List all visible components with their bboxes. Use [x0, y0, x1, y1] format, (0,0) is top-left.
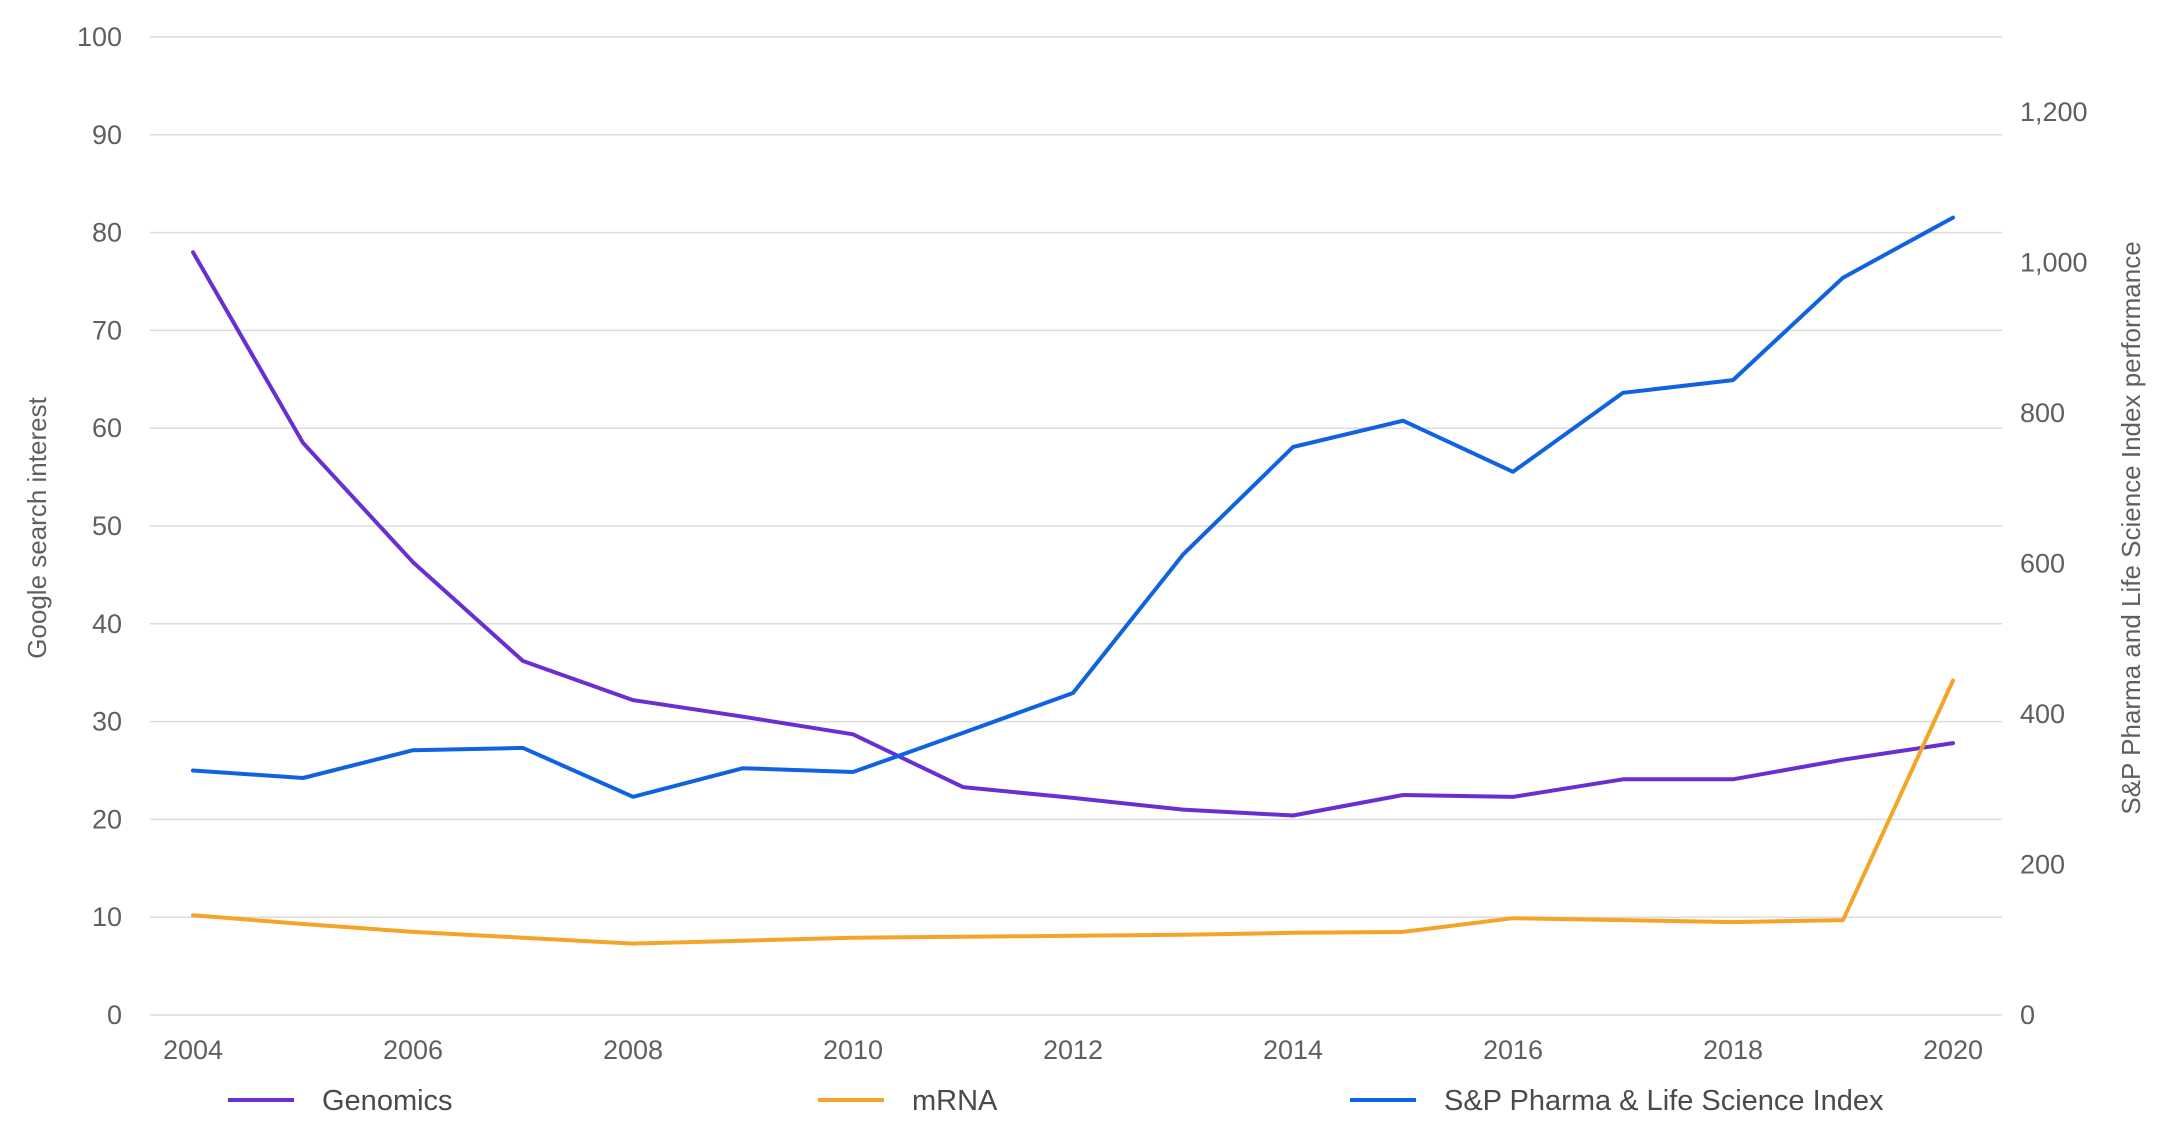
y-tick-label: 70 — [92, 315, 122, 345]
series-line-s-p-pharma-life-science-index — [191, 215, 1955, 799]
y2-tick-label: 800 — [2020, 398, 2065, 428]
legend-label-sp-index: S&P Pharma & Life Science Index — [1444, 1085, 1884, 1117]
x-tick-label: 2006 — [383, 1035, 443, 1065]
series-line-genomics — [191, 250, 1955, 818]
y2-tick-label: 0 — [2020, 1000, 2035, 1030]
x-tick-label: 2012 — [1043, 1035, 1103, 1065]
x-tick-label: 2016 — [1483, 1035, 1543, 1065]
series-lines — [191, 215, 1955, 946]
y-tick-label: 100 — [77, 22, 122, 52]
y-tick-label: 60 — [92, 413, 122, 443]
y-tick-label: 90 — [92, 120, 122, 150]
y-axis-title-left: Google search interest — [22, 396, 52, 658]
legend-label-genomics: Genomics — [322, 1085, 453, 1117]
gridlines — [150, 36, 2002, 1016]
x-tick-label: 2008 — [603, 1035, 663, 1065]
x-tick-label: 2014 — [1263, 1035, 1323, 1065]
x-tick-label: 2018 — [1703, 1035, 1763, 1065]
x-tick-label: 2020 — [1923, 1035, 1983, 1065]
y-tick-label: 10 — [92, 902, 122, 932]
y2-tick-label: 1,200 — [2020, 97, 2088, 127]
x-tick-label: 2010 — [823, 1035, 883, 1065]
right-axis-ticks: 0 200 400 600 800 1,000 1,200 — [2020, 97, 2088, 1030]
series-line-mrna — [191, 678, 1955, 946]
y-tick-label: 30 — [92, 707, 122, 737]
legend: Genomics mRNA S&P Pharma & Life Science … — [228, 1085, 1884, 1117]
y-tick-label: 80 — [92, 218, 122, 248]
y-axis-title-right: S&P Pharma and Life Science Index perfor… — [2116, 241, 2146, 814]
y-tick-label: 40 — [92, 609, 122, 639]
y-tick-label: 20 — [92, 804, 122, 834]
legend-label-mrna: mRNA — [912, 1085, 998, 1117]
y-tick-label: 50 — [92, 511, 122, 541]
y-tick-label: 0 — [107, 1000, 122, 1030]
y2-tick-label: 1,000 — [2020, 248, 2088, 278]
y2-tick-label: 400 — [2020, 699, 2065, 729]
y2-tick-label: 600 — [2020, 549, 2065, 579]
x-tick-label: 2004 — [163, 1035, 223, 1065]
y2-tick-label: 200 — [2020, 850, 2065, 880]
x-axis-ticks: 2004 2006 2008 2010 2012 2014 2016 2018 2020 — [163, 1035, 1983, 1065]
left-axis-ticks: 0 10 20 30 40 50 60 70 80 90 100 — [77, 22, 122, 1030]
